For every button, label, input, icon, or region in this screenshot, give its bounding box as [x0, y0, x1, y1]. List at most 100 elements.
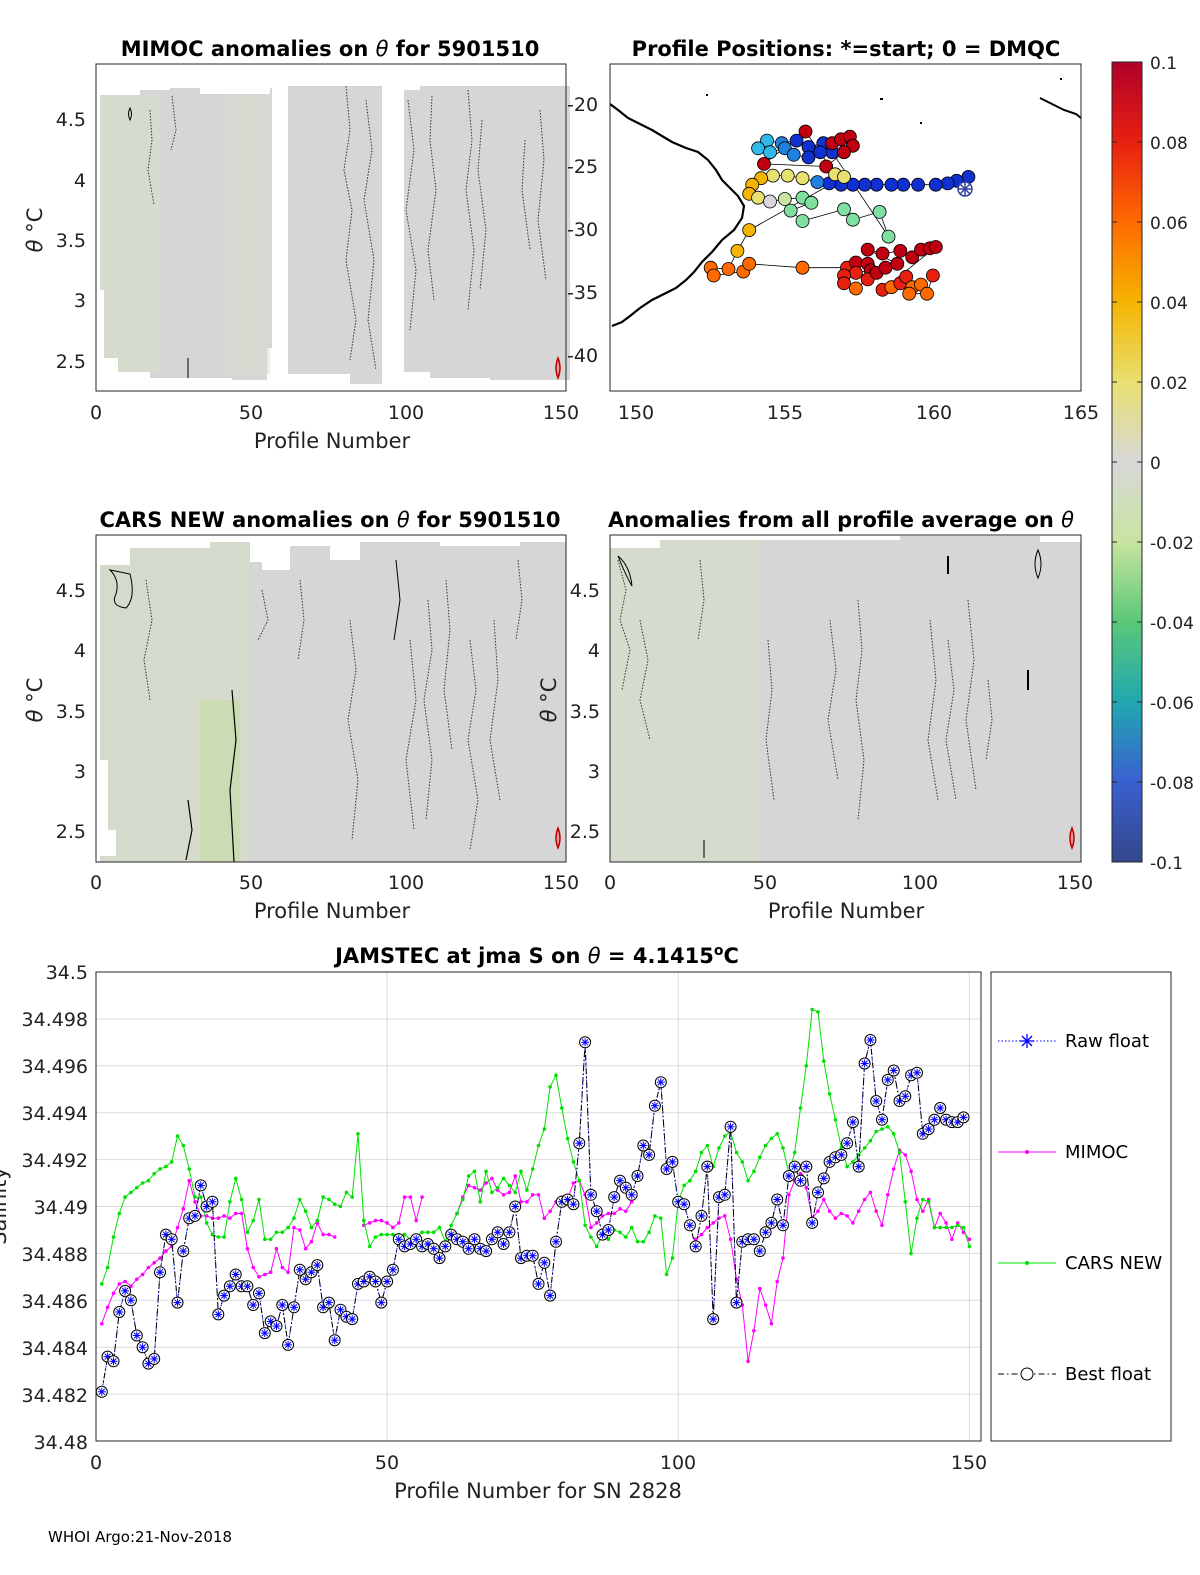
colorbar-label: 0	[1150, 454, 1161, 474]
best-float-point	[381, 1275, 394, 1288]
cars-new-point	[117, 1211, 122, 1216]
best-float-point	[608, 1191, 621, 1204]
footer-credit: WHOI Argo:21-Nov-2018	[48, 1528, 232, 1546]
best-float-point	[846, 1116, 859, 1129]
best-float-point	[282, 1338, 295, 1351]
cars-new-point	[426, 1230, 430, 1235]
legend-label: Best float	[1065, 1364, 1151, 1385]
best-float-point	[864, 1034, 877, 1046]
cars-new-point	[379, 1232, 384, 1237]
x-tick: 150	[618, 402, 654, 424]
legend-cars-new: CARS NEW	[998, 1253, 1162, 1274]
profile-position-marker	[911, 177, 925, 192]
profile-position-marker	[810, 175, 825, 190]
profile-position-marker	[875, 246, 890, 261]
cars-new-point	[129, 1190, 133, 1195]
best-float-point	[194, 1179, 207, 1192]
cars-new-point	[525, 1188, 529, 1192]
mimoc-point	[839, 1211, 844, 1216]
mimoc-point	[309, 1239, 314, 1244]
cars-new-point	[798, 1106, 803, 1110]
best-float-point	[678, 1198, 691, 1211]
mimoc-point	[408, 1195, 413, 1199]
profile-position-marker	[869, 177, 884, 192]
cars-new-point	[216, 1235, 221, 1239]
best-float-point	[223, 1280, 236, 1293]
best-float-point	[462, 1242, 475, 1255]
best-float-point	[730, 1296, 743, 1309]
colorbar-label: 0.06	[1150, 214, 1188, 234]
y-tick: -40	[567, 345, 598, 367]
best-float-point	[229, 1268, 242, 1281]
cars-new-point	[961, 1225, 966, 1230]
mimoc-point	[420, 1195, 424, 1199]
colorbar-label: -0.02	[1150, 534, 1194, 554]
best-float-point	[817, 1172, 830, 1185]
cars-new-point	[851, 1160, 855, 1164]
colorbar-label: -0.1	[1150, 854, 1183, 874]
cars-new-point	[723, 1134, 727, 1138]
mimoc-field	[100, 85, 570, 384]
mimoc-point	[594, 1221, 599, 1225]
cars-new-point	[420, 1230, 424, 1235]
mimoc-point	[175, 1225, 180, 1230]
cars-new-point	[228, 1200, 232, 1204]
best-float-point	[480, 1245, 493, 1258]
cars-new-point	[571, 1160, 576, 1164]
best-float-point	[491, 1226, 504, 1239]
mimoc-point	[705, 1225, 710, 1230]
best-float-point	[835, 1148, 848, 1161]
profile-position-marker	[763, 145, 777, 160]
best-float-point	[771, 1193, 784, 1206]
profile-position-marker	[742, 223, 757, 238]
best-float-point	[258, 1327, 271, 1340]
best-float-point	[934, 1102, 947, 1114]
mimoc-point	[100, 1321, 104, 1326]
profile-position-marker	[789, 133, 804, 148]
cars-new-point	[484, 1169, 488, 1174]
cars-new-point	[693, 1169, 698, 1174]
mimoc-point	[292, 1225, 296, 1230]
cars-new-point	[530, 1167, 535, 1171]
cars-new-point	[926, 1200, 931, 1204]
profile-position-marker	[884, 177, 899, 192]
cars-new-point	[565, 1136, 570, 1141]
cars-new-point	[734, 1150, 739, 1155]
profile-position-marker	[896, 177, 911, 192]
best-float-point	[293, 1263, 306, 1276]
colorbar-label: 0.1	[1150, 54, 1177, 74]
profile-position-marker	[721, 262, 736, 276]
best-float-point	[573, 1137, 586, 1150]
cars-x-ticks: 0 50 100 150	[90, 872, 579, 894]
y-tick: 34.49	[34, 1197, 88, 1219]
mimoc-point	[519, 1200, 523, 1204]
mimoc-point	[507, 1190, 512, 1195]
colorbar-label: 0.04	[1150, 294, 1188, 314]
cars-new-point	[298, 1197, 302, 1202]
cars-new-point	[752, 1169, 756, 1174]
mimoc-point	[164, 1249, 168, 1253]
mimoc-point	[723, 1214, 727, 1218]
best-float-point	[509, 1200, 522, 1213]
x-tick: 100	[388, 402, 424, 424]
mimoc-point	[490, 1176, 494, 1181]
best-float-point	[922, 1123, 935, 1136]
positions-x-ticks: 150 155 160 165	[618, 402, 1099, 424]
colorbar-label: -0.04	[1150, 614, 1194, 634]
best-float-point	[322, 1296, 335, 1309]
chart-ylabel: Salinity	[0, 1167, 11, 1245]
positions-title: Profile Positions: *=start; 0 = DMQC	[632, 37, 1061, 61]
profile-position-marker	[857, 177, 872, 192]
mimoc-point	[856, 1209, 861, 1213]
mimoc-point	[612, 1211, 616, 1216]
profile-position-marker	[742, 256, 757, 271]
profile-position-marker	[730, 243, 745, 258]
cars-new-point	[100, 1282, 104, 1286]
mimoc-point	[111, 1291, 116, 1296]
best-float-point	[794, 1174, 807, 1187]
y-tick: 34.488	[22, 1244, 88, 1266]
mimoc-point	[868, 1190, 873, 1195]
cars-new-point	[362, 1218, 366, 1223]
mimoc-point	[699, 1232, 704, 1237]
mimoc-point	[542, 1216, 547, 1220]
